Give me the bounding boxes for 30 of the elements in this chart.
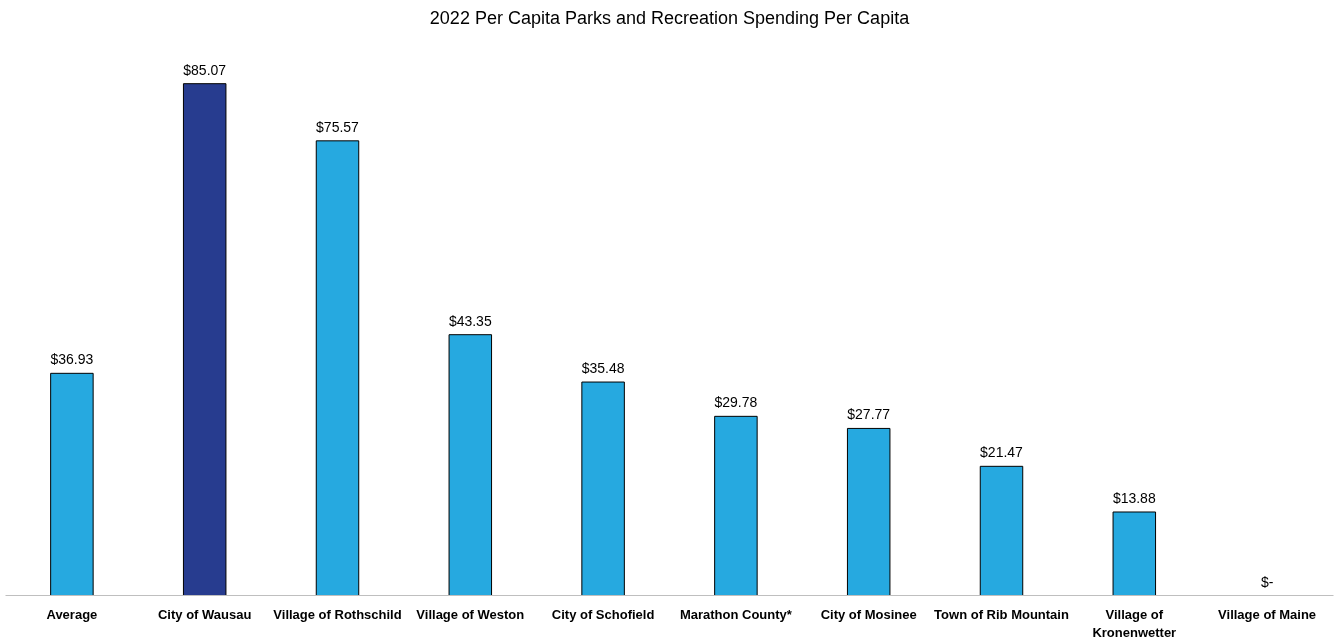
x-tick-label: City of Mosinee bbox=[820, 606, 917, 622]
data-label: $43.35 bbox=[448, 312, 492, 329]
bar bbox=[846, 427, 891, 596]
data-label: $35.48 bbox=[581, 360, 625, 377]
data-label: $75.57 bbox=[316, 118, 360, 135]
x-tick-label: Average bbox=[46, 606, 98, 622]
chart-title: 2022 Per Capita Parks and Recreation Spending Per Capita bbox=[429, 7, 911, 28]
bar bbox=[581, 381, 625, 596]
data-label: $29.78 bbox=[714, 394, 758, 411]
x-tick-label: Marathon County* bbox=[679, 606, 793, 622]
bar bbox=[448, 334, 493, 596]
x-tick-label: City of Schofield bbox=[551, 606, 655, 622]
data-label: $85.07 bbox=[183, 61, 227, 78]
x-tick-label: Town of Rib Mountain bbox=[934, 606, 1069, 622]
bar bbox=[315, 140, 360, 596]
data-label: $13.88 bbox=[1112, 489, 1156, 506]
data-label: $36.93 bbox=[50, 351, 94, 368]
bar bbox=[979, 465, 1024, 596]
x-tick-label: Village of Maine bbox=[1218, 606, 1317, 622]
x-tick-label: Village of Rothschild bbox=[273, 606, 402, 622]
data-label: $27.77 bbox=[847, 406, 891, 423]
x-tick-label: Village of Kronenwetter bbox=[1092, 606, 1177, 640]
data-label: $- bbox=[1260, 573, 1274, 590]
data-label: $21.47 bbox=[980, 444, 1024, 461]
bar bbox=[1112, 511, 1157, 596]
bar bbox=[50, 372, 94, 596]
x-tick-label: Village of Weston bbox=[416, 606, 525, 622]
x-tick-label: City of Wausau bbox=[157, 606, 252, 622]
bar bbox=[714, 415, 758, 596]
bar bbox=[182, 83, 227, 596]
